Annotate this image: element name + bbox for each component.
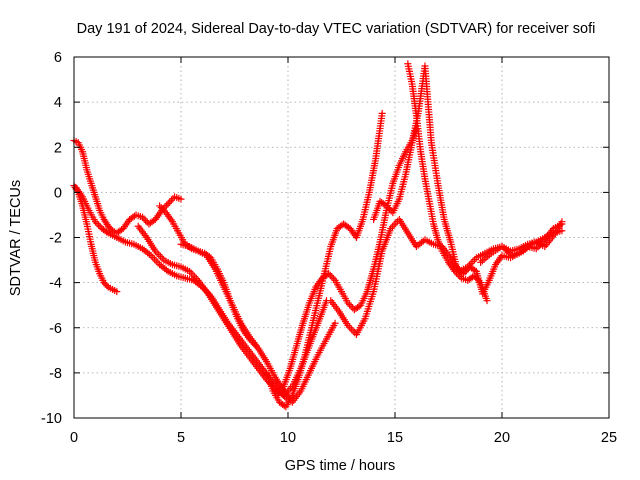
series-sat-l — [477, 218, 566, 266]
x-tick-labels: 0 5 10 15 20 25 — [70, 430, 617, 446]
data-point — [451, 267, 459, 275]
data-point — [152, 257, 160, 265]
data-point — [344, 299, 352, 307]
data-point — [91, 218, 99, 226]
chart-title: Day 191 of 2024, Sidereal Day-to-day VTE… — [77, 21, 596, 37]
data-point — [189, 271, 197, 279]
series-sat-i — [327, 215, 566, 339]
data-point — [453, 269, 461, 277]
data-point — [154, 259, 162, 267]
y-tick-label: -8 — [49, 366, 62, 382]
data-point — [326, 271, 334, 279]
y-tick-label: -4 — [49, 276, 62, 292]
plot-area — [70, 60, 566, 411]
data-point — [156, 202, 164, 210]
y-tick-label: 0 — [54, 185, 62, 201]
series-sat-j — [370, 62, 566, 298]
data-point — [93, 219, 101, 227]
data-point — [454, 271, 462, 279]
x-axis-label: GPS time / hours — [285, 458, 395, 474]
data-point — [164, 200, 172, 208]
y-axis-label: SDTVAR / TECUs — [8, 180, 24, 296]
series-sat-h — [273, 125, 420, 399]
series-sat-f — [177, 240, 339, 406]
y-tick-label: 2 — [54, 140, 62, 156]
y-tick-label: 4 — [54, 95, 62, 111]
data-point — [162, 266, 170, 274]
data-point — [103, 228, 111, 236]
data-point — [473, 275, 481, 283]
data-point — [384, 204, 392, 212]
data-point — [169, 195, 177, 203]
data-point — [456, 272, 464, 280]
data-point — [166, 198, 174, 206]
x-tick-label: 10 — [280, 430, 296, 446]
data-point — [149, 253, 157, 261]
data-point — [346, 301, 354, 309]
x-tick-label: 20 — [494, 430, 510, 446]
data-point — [349, 327, 357, 335]
y-tick-label: -10 — [41, 411, 62, 427]
data-point — [325, 270, 333, 278]
y-tick-label: -6 — [49, 321, 62, 337]
data-point — [140, 215, 148, 223]
x-tick-label: 0 — [70, 430, 78, 446]
series-sat-a — [70, 136, 185, 237]
data-point — [138, 213, 146, 221]
series-sat-k — [404, 60, 491, 305]
data-point — [461, 268, 469, 276]
data-point — [329, 275, 337, 283]
data-point — [463, 266, 471, 274]
data-point — [558, 218, 566, 226]
grid-lines — [74, 57, 609, 418]
y-tick-label: 6 — [54, 50, 62, 66]
data-point — [145, 250, 153, 258]
data-point — [157, 204, 165, 212]
data-point — [163, 201, 171, 209]
x-tick-label: 15 — [387, 430, 403, 446]
data-point — [142, 217, 150, 225]
x-tick-label: 5 — [177, 430, 185, 446]
data-point — [328, 273, 336, 281]
data-point — [331, 319, 339, 327]
data-point — [156, 252, 164, 260]
data-point — [483, 297, 491, 305]
data-point — [475, 277, 483, 285]
data-point — [167, 196, 175, 204]
data-point — [107, 225, 115, 233]
x-tick-label: 25 — [601, 430, 617, 446]
y-tick-label: -2 — [49, 231, 62, 247]
data-point — [347, 302, 355, 310]
data-point — [177, 195, 185, 203]
data-point — [150, 255, 158, 263]
data-point — [155, 251, 163, 259]
data-point — [382, 202, 390, 210]
series-sat-g — [263, 109, 386, 411]
data-point — [378, 109, 386, 117]
data-point — [95, 221, 103, 229]
axis-ticks — [73, 56, 610, 419]
data-point — [390, 221, 398, 229]
data-point — [472, 274, 480, 282]
data-point — [347, 325, 355, 333]
data-point — [470, 272, 478, 280]
data-point — [386, 205, 394, 213]
data-point — [113, 288, 121, 296]
data-point — [159, 205, 167, 213]
data-point — [103, 282, 111, 290]
y-tick-labels: -10 -8 -6 -4 -2 0 2 4 6 — [41, 50, 62, 427]
